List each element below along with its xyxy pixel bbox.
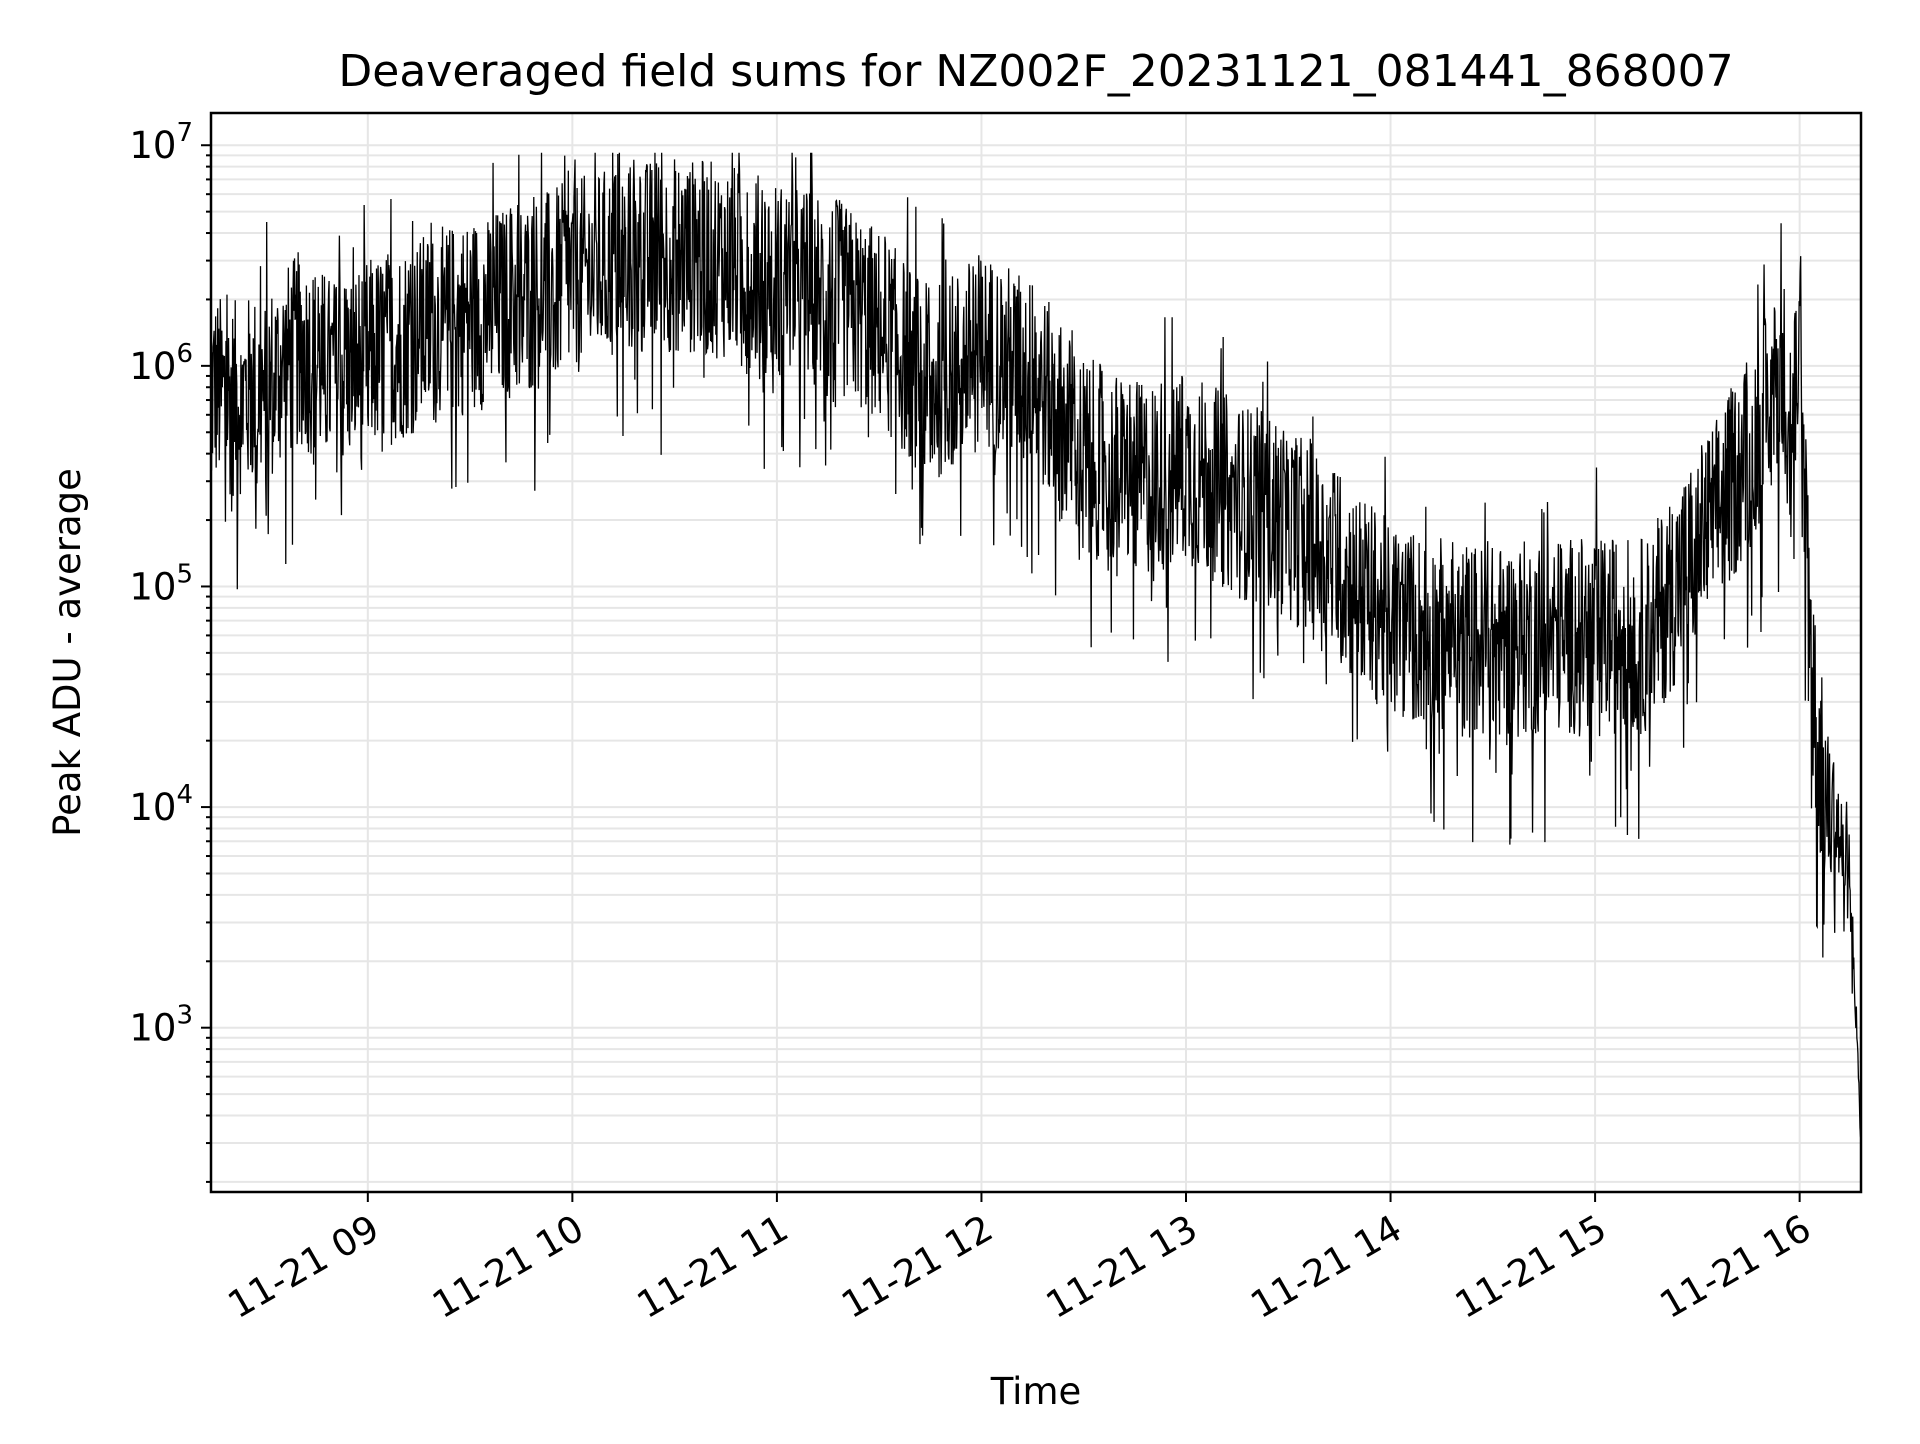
y-tick-label: 105 [129, 559, 193, 608]
data-layer [210, 152, 1862, 1141]
chart-title: Deaveraged field sums for NZ002F_2023112… [338, 46, 1733, 97]
y-tick-label: 104 [129, 780, 193, 829]
x-axis-label: Time [990, 1370, 1082, 1413]
y-tick-label: 106 [129, 339, 193, 388]
series-line [210, 152, 1862, 1141]
y-tick-label: 103 [129, 1001, 193, 1050]
y-axis-label: Peak ADU - average [46, 468, 89, 837]
y-tick-label: 107 [129, 118, 193, 167]
